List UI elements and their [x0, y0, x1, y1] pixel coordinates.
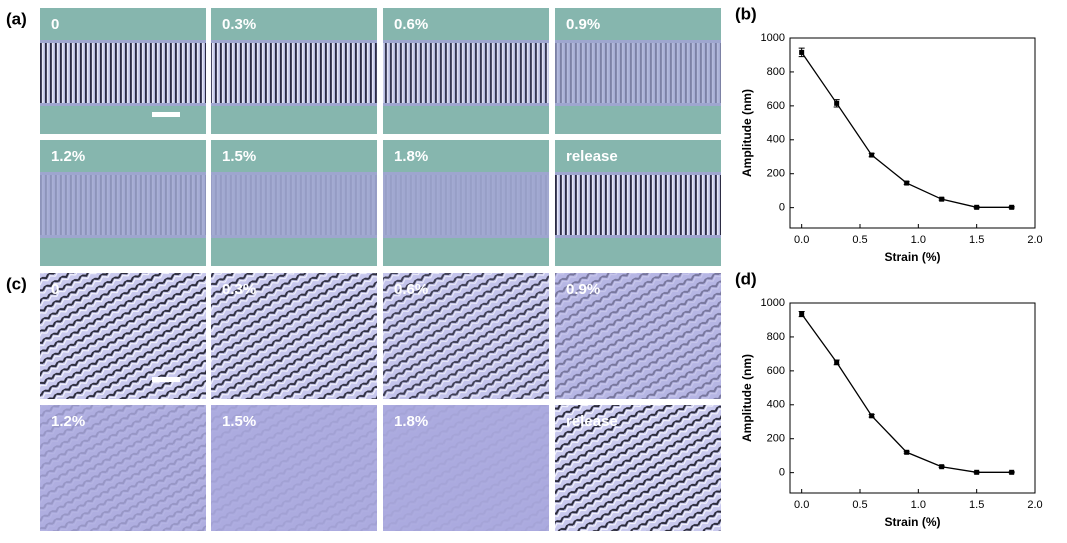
data-point — [799, 311, 805, 317]
image-label: 0 — [51, 16, 59, 33]
y-tick-label: 800 — [767, 331, 785, 343]
y-tick-label: 1000 — [761, 32, 785, 44]
y-tick-label: 400 — [767, 399, 785, 411]
wrinkles — [40, 405, 206, 531]
y-axis-title: Amplitude (nm) — [740, 89, 754, 177]
y-axis-title: Amplitude (nm) — [740, 354, 754, 442]
data-point — [869, 413, 875, 419]
data-point — [974, 204, 980, 210]
y-tick-label: 0 — [779, 467, 785, 479]
data-point — [939, 196, 945, 202]
wrinkles — [40, 175, 206, 235]
y-tick-label: 600 — [767, 365, 785, 377]
data-point — [1009, 469, 1015, 475]
image-label: 1.5% — [222, 413, 256, 430]
x-tick-label: 0.5 — [852, 234, 867, 246]
image-label: 0 — [51, 281, 59, 298]
x-axis-title: Strain (%) — [884, 250, 940, 264]
scale-bar — [152, 112, 180, 117]
y-tick-label: 200 — [767, 168, 785, 180]
wrinkles — [555, 43, 721, 103]
scale-bar — [152, 377, 180, 382]
data-point — [1009, 204, 1015, 210]
data-point — [834, 359, 840, 365]
image-label: 0.9% — [566, 16, 600, 33]
data-point — [904, 449, 910, 455]
image-label: 0.6% — [394, 16, 428, 33]
wrinkles — [211, 273, 377, 399]
image-label: 0.6% — [394, 281, 428, 298]
x-tick-label: 0.0 — [794, 499, 809, 511]
y-tick-label: 200 — [767, 433, 785, 445]
wrinkles — [555, 175, 721, 235]
y-tick-label: 0 — [779, 202, 785, 214]
wrinkles — [383, 273, 549, 399]
y-tick-label: 600 — [767, 100, 785, 112]
image-label: 0.9% — [566, 281, 600, 298]
plot-frame — [789, 37, 1036, 229]
wrinkles — [383, 43, 549, 103]
image-label: 0.3% — [222, 281, 256, 298]
x-tick-label: 0.5 — [852, 499, 867, 511]
x-tick-label: 1.5 — [969, 499, 984, 511]
wrinkles — [40, 43, 206, 103]
image-label: 1.2% — [51, 148, 85, 165]
data-point — [939, 464, 945, 470]
data-point — [869, 152, 875, 158]
panel-label: (b) — [735, 4, 757, 23]
data-point — [834, 100, 840, 106]
y-tick-label: 1000 — [761, 297, 785, 309]
x-tick-label: 2.0 — [1027, 499, 1042, 511]
image-label: 0.3% — [222, 16, 256, 33]
wrinkles — [211, 175, 377, 235]
image-label: release — [566, 148, 618, 165]
x-axis-title: Strain (%) — [884, 515, 940, 529]
wrinkles — [383, 405, 549, 531]
image-label: 1.8% — [394, 148, 428, 165]
wrinkles — [211, 405, 377, 531]
y-tick-label: 800 — [767, 66, 785, 78]
x-tick-label: 1.0 — [911, 234, 926, 246]
data-point — [799, 49, 805, 55]
panel-label: (d) — [735, 269, 757, 288]
panel-label: (c) — [6, 274, 27, 293]
x-tick-label: 2.0 — [1027, 234, 1042, 246]
data-point — [974, 469, 980, 475]
image-label: 1.5% — [222, 148, 256, 165]
data-point — [904, 180, 910, 186]
data-line — [801, 313, 1012, 473]
x-tick-label: 0.0 — [794, 234, 809, 246]
panel-label: (a) — [6, 9, 27, 28]
x-tick-label: 1.0 — [911, 499, 926, 511]
image-label: 1.8% — [394, 413, 428, 430]
plot-frame — [789, 302, 1036, 494]
wrinkles — [211, 43, 377, 103]
image-label: 1.2% — [51, 413, 85, 430]
y-tick-label: 400 — [767, 134, 785, 146]
wrinkles — [555, 273, 721, 399]
wrinkles — [40, 273, 206, 399]
image-label: release — [566, 413, 618, 430]
x-tick-label: 1.5 — [969, 234, 984, 246]
wrinkles — [383, 175, 549, 235]
wrinkles — [555, 405, 721, 531]
